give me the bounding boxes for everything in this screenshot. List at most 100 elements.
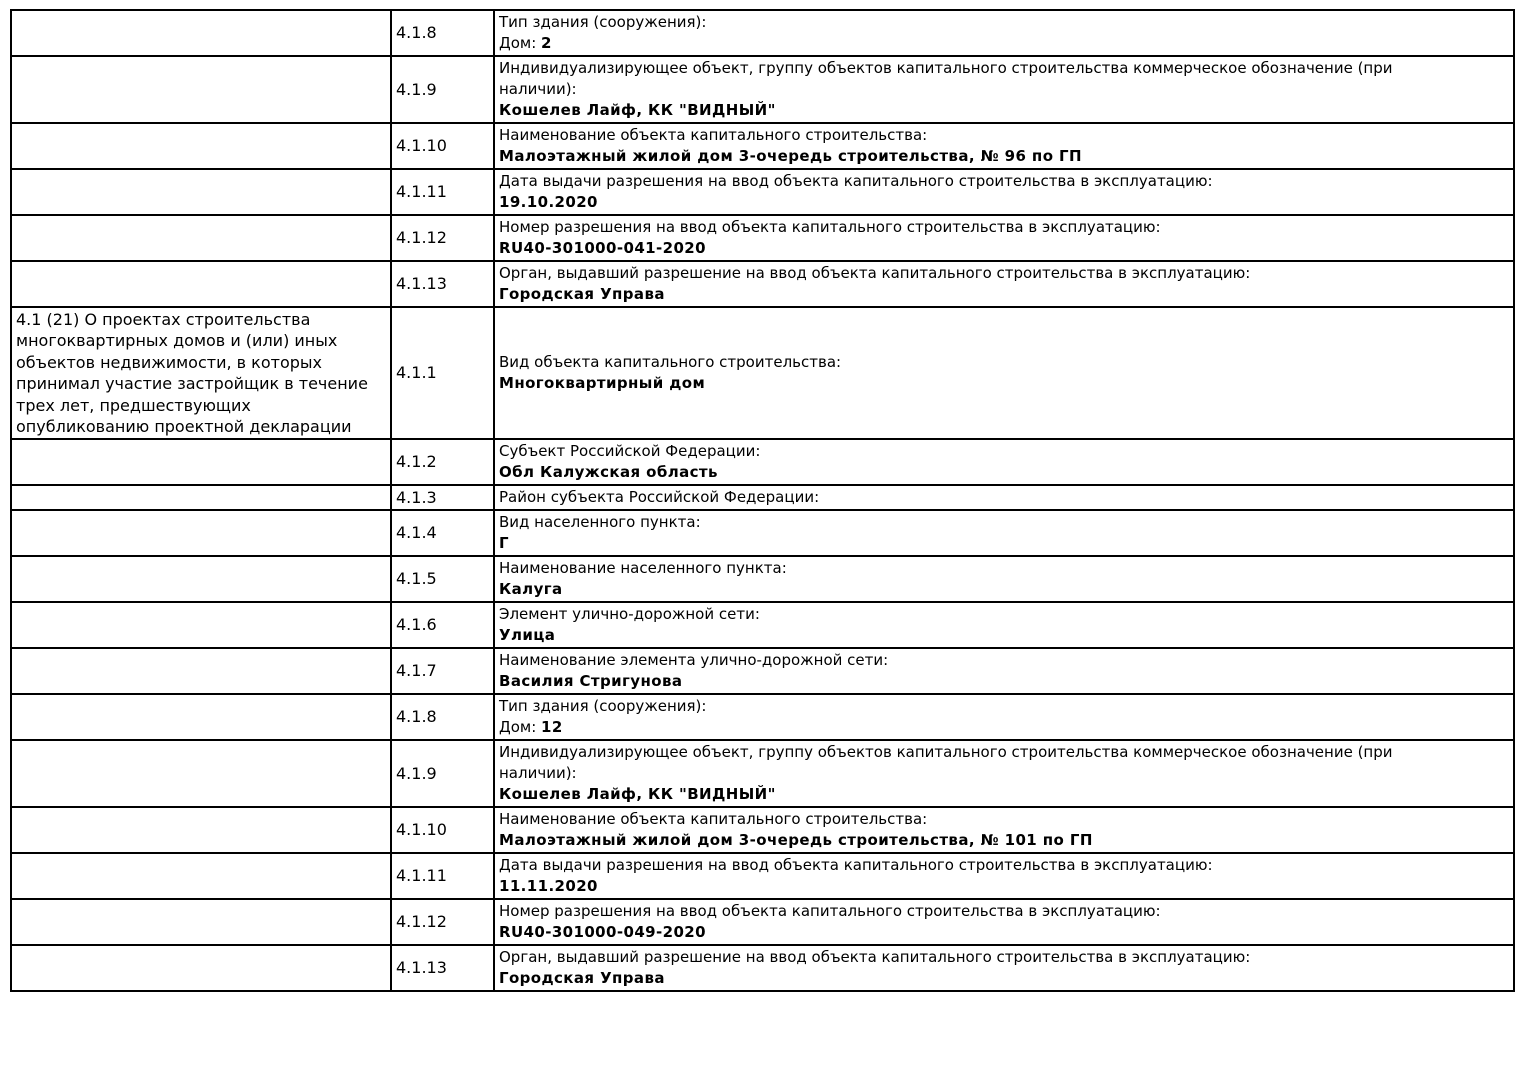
- item-number: 4.1.10: [396, 136, 447, 155]
- item-number-cell: 4.1.11: [390, 168, 495, 216]
- item-number: 4.1.13: [396, 274, 447, 293]
- field-cell: Индивидуализирующее объект, группу объек…: [493, 55, 1515, 124]
- item-number: 4.1.12: [396, 228, 447, 247]
- section-cell: [10, 739, 392, 809]
- field-cell: Наименование объекта капитального строит…: [493, 122, 1515, 170]
- field-cell: Индивидуализирующее объект, группу объек…: [493, 739, 1515, 809]
- field-value-line: 11.11.2020: [499, 876, 1509, 897]
- table-row: 4.1.12 Номер разрешения на ввод объекта …: [10, 214, 1515, 262]
- field-cell: Наименование объекта капитального строит…: [493, 806, 1515, 855]
- section-cell: [10, 555, 392, 604]
- item-number: 4.1.9: [396, 79, 437, 99]
- field-value: RU40-301000-049-2020: [499, 923, 706, 942]
- table-row: 4.1.11 Дата выдачи разрешения на ввод об…: [10, 168, 1515, 216]
- item-number-cell: 4.1.6: [390, 601, 495, 650]
- field-value-line: Многоквартирный дом: [499, 373, 1509, 394]
- field-value-line: Кошелев Лайф, КК "ВИДНЫЙ": [499, 100, 1509, 121]
- item-number-cell: 4.1.13: [390, 944, 495, 993]
- field-label: Орган, выдавший разрешение на ввод объек…: [499, 948, 1251, 967]
- field-label: Наименование объекта капитального строит…: [499, 810, 928, 829]
- section-cell: [10, 509, 392, 558]
- field-cell: Дата выдачи разрешения на ввод объекта к…: [493, 852, 1515, 901]
- field-label: Орган, выдавший разрешение на ввод объек…: [499, 264, 1251, 282]
- field-label: Номер разрешения на ввод объекта капитал…: [499, 902, 1161, 921]
- section-cell: [10, 944, 392, 993]
- field-cell: Номер разрешения на ввод объекта капитал…: [493, 898, 1515, 947]
- field-cell: Район субъекта Российской Федерации:: [493, 484, 1515, 512]
- table-row: 4.1.10 Наименование объекта капитального…: [10, 122, 1515, 170]
- field-value-line: Кошелев Лайф, КК "ВИДНЫЙ": [499, 784, 1509, 805]
- item-number-cell: 4.1.5: [390, 555, 495, 604]
- table-row: 4.1.2 Субъект Российской Федерации: Обл …: [10, 438, 1515, 487]
- field-label: Индивидуализирующее объект, группу объек…: [499, 59, 1393, 98]
- section-cell: [10, 601, 392, 650]
- section-label: 4.1 (21) О проектах строительства многок…: [16, 310, 368, 437]
- item-number-cell: 4.1.11: [390, 852, 495, 901]
- field-value-line: Городская Управа: [499, 968, 1509, 989]
- field-value-line: Улица: [499, 625, 1509, 646]
- table-row: 4.1.8 Тип здания (сооружения): Дом: 2: [10, 9, 1515, 57]
- field-value-line: Василия Стригунова: [499, 671, 1509, 692]
- field-label: Вид населенного пункта:: [499, 513, 701, 532]
- item-number-cell: 4.1.9: [390, 739, 495, 809]
- field-value-line: RU40-301000-041-2020: [499, 238, 1509, 259]
- field-value: Городская Управа: [499, 969, 665, 988]
- item-number-cell: 4.1.4: [390, 509, 495, 558]
- field-label: Район субъекта Российской Федерации:: [499, 488, 820, 507]
- section-cell: [10, 438, 392, 487]
- field-value-line: 19.10.2020: [499, 192, 1509, 213]
- item-number-cell: 4.1.10: [390, 806, 495, 855]
- table-row: 4.1.13 Орган, выдавший разрешение на вво…: [10, 260, 1515, 308]
- field-value-prefix: Дом:: [499, 34, 542, 52]
- item-number-cell: 4.1.12: [390, 214, 495, 262]
- field-label: Вид объекта капитального строительства:: [499, 353, 842, 372]
- field-cell: Элемент улично-дорожной сети: Улица: [493, 601, 1515, 650]
- field-label: Субъект Российской Федерации:: [499, 442, 761, 461]
- field-value: Г: [499, 534, 509, 553]
- table-row: 4.1.12 Номер разрешения на ввод объекта …: [10, 898, 1515, 947]
- field-cell: Орган, выдавший разрешение на ввод объек…: [493, 260, 1515, 308]
- field-value: Городская Управа: [499, 285, 665, 303]
- field-cell: Вид населенного пункта: Г: [493, 509, 1515, 558]
- field-value: RU40-301000-041-2020: [499, 239, 706, 257]
- section-cell: [10, 9, 392, 57]
- item-number: 4.1.12: [396, 912, 447, 932]
- field-cell: Тип здания (сооружения): Дом: 2: [493, 9, 1515, 57]
- field-value: Кошелев Лайф, КК "ВИДНЫЙ": [499, 101, 776, 119]
- field-value-prefix: Дом:: [499, 718, 542, 737]
- field-value: Многоквартирный дом: [499, 374, 706, 393]
- field-value: Малоэтажный жилой дом 3-очередь строител…: [499, 147, 1082, 165]
- field-value: 2: [541, 34, 552, 52]
- table-row: 4.1.10 Наименование объекта капитального…: [10, 806, 1515, 855]
- item-number: 4.1.6: [396, 615, 437, 635]
- item-number: 4.1.7: [396, 661, 437, 681]
- field-value-line: Городская Управа: [499, 284, 1509, 305]
- table-row: 4.1.4 Вид населенного пункта: Г: [10, 509, 1515, 558]
- section-cell: [10, 647, 392, 696]
- field-label: Элемент улично-дорожной сети:: [499, 605, 760, 624]
- section-cell: [10, 852, 392, 901]
- item-number: 4.1.10: [396, 820, 447, 840]
- declaration-table-body: 4.1.8 Тип здания (сооружения): Дом: 2 4.…: [10, 9, 1515, 993]
- field-label: Тип здания (сооружения):: [499, 697, 707, 716]
- field-value: 19.10.2020: [499, 193, 598, 211]
- field-cell: Субъект Российской Федерации: Обл Калужс…: [493, 438, 1515, 487]
- item-number: 4.1.8: [396, 23, 437, 42]
- field-value: Кошелев Лайф, КК "ВИДНЫЙ": [499, 785, 776, 804]
- field-label: Дата выдачи разрешения на ввод объекта к…: [499, 856, 1213, 875]
- item-number: 4.1.2: [396, 452, 437, 472]
- field-cell: Дата выдачи разрешения на ввод объекта к…: [493, 168, 1515, 216]
- section-cell: [10, 168, 392, 216]
- field-cell: Орган, выдавший разрешение на ввод объек…: [493, 944, 1515, 993]
- item-number-cell: 4.1.8: [390, 693, 495, 742]
- item-number: 4.1.4: [396, 523, 437, 543]
- field-label: Номер разрешения на ввод объекта капитал…: [499, 218, 1161, 236]
- section-cell: [10, 260, 392, 308]
- table-row: 4.1.7 Наименование элемента улично-дорож…: [10, 647, 1515, 696]
- section-cell: [10, 806, 392, 855]
- field-value-line: Дом: 2: [499, 33, 1509, 54]
- field-value-line: Г: [499, 533, 1509, 554]
- item-number-cell: 4.1.7: [390, 647, 495, 696]
- table-row: 4.1.11 Дата выдачи разрешения на ввод об…: [10, 852, 1515, 901]
- item-number-cell: 4.1.8: [390, 9, 495, 57]
